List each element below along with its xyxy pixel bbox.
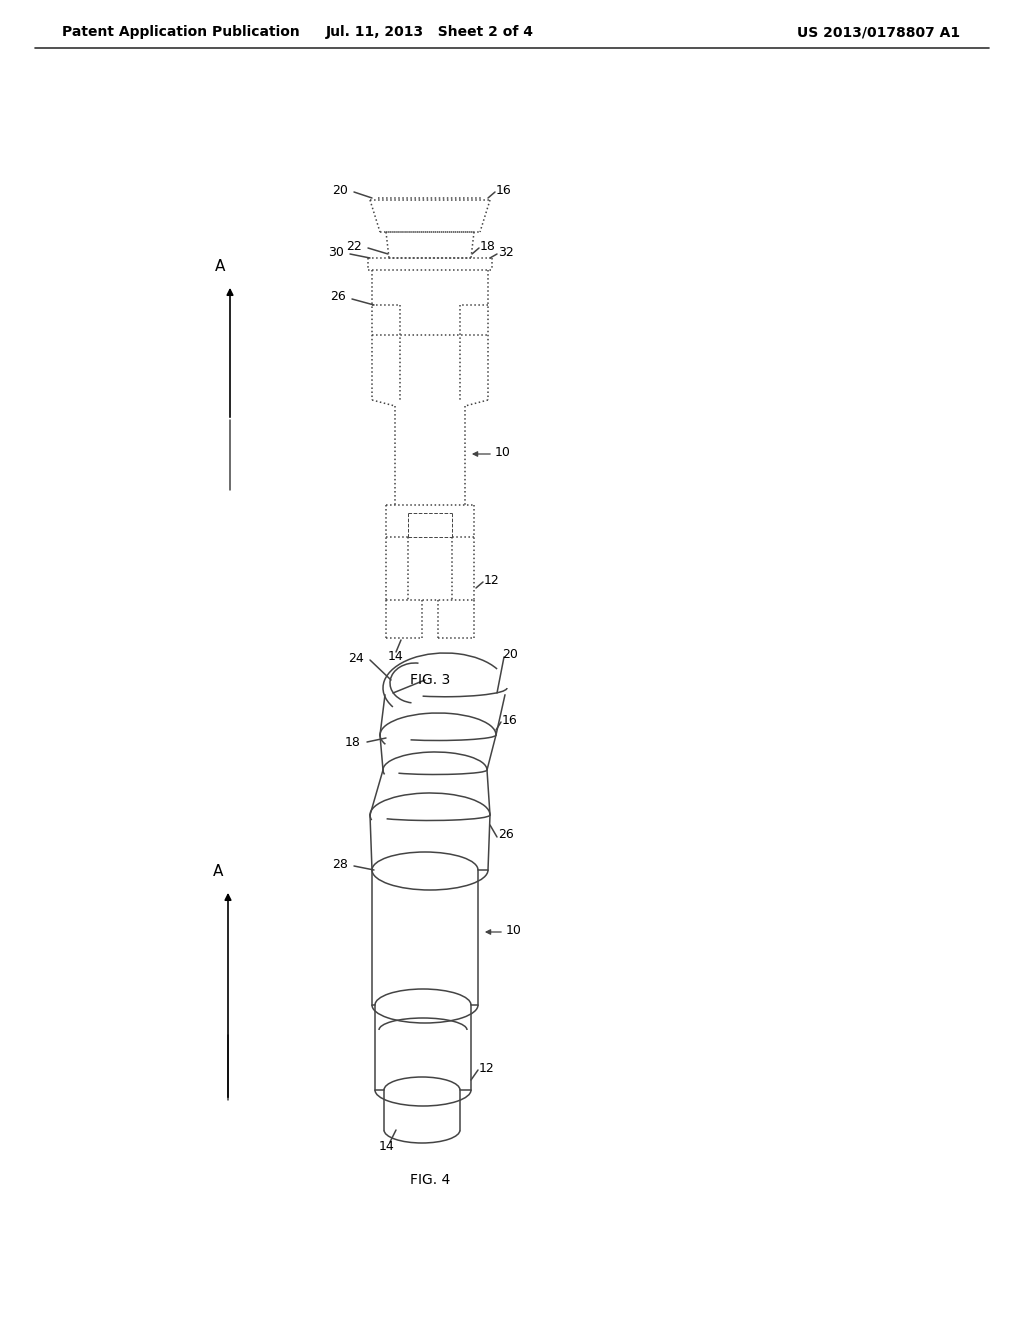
Text: 10: 10 [506, 924, 522, 936]
Text: 20: 20 [502, 648, 518, 661]
Text: 20: 20 [332, 183, 348, 197]
Text: 12: 12 [484, 573, 500, 586]
Text: 14: 14 [379, 1139, 394, 1152]
Text: 12: 12 [479, 1061, 495, 1074]
Text: 28: 28 [332, 858, 348, 871]
Text: 24: 24 [348, 652, 364, 664]
Text: 10: 10 [495, 446, 511, 458]
Text: 32: 32 [498, 247, 514, 260]
Text: Jul. 11, 2013   Sheet 2 of 4: Jul. 11, 2013 Sheet 2 of 4 [326, 25, 534, 40]
Text: A: A [215, 259, 225, 275]
Text: 26: 26 [330, 290, 346, 304]
Text: A: A [213, 865, 223, 879]
Text: 30: 30 [328, 247, 344, 260]
Text: Patent Application Publication: Patent Application Publication [62, 25, 300, 40]
Text: FIG. 4: FIG. 4 [410, 1173, 451, 1187]
Text: 14: 14 [388, 649, 403, 663]
Text: 16: 16 [496, 183, 512, 197]
Text: 18: 18 [345, 737, 360, 750]
Text: FIG. 3: FIG. 3 [410, 673, 451, 686]
Text: US 2013/0178807 A1: US 2013/0178807 A1 [797, 25, 961, 40]
Text: 16: 16 [502, 714, 518, 726]
Text: 18: 18 [480, 239, 496, 252]
Text: 22: 22 [346, 239, 361, 252]
Text: 26: 26 [498, 829, 514, 842]
